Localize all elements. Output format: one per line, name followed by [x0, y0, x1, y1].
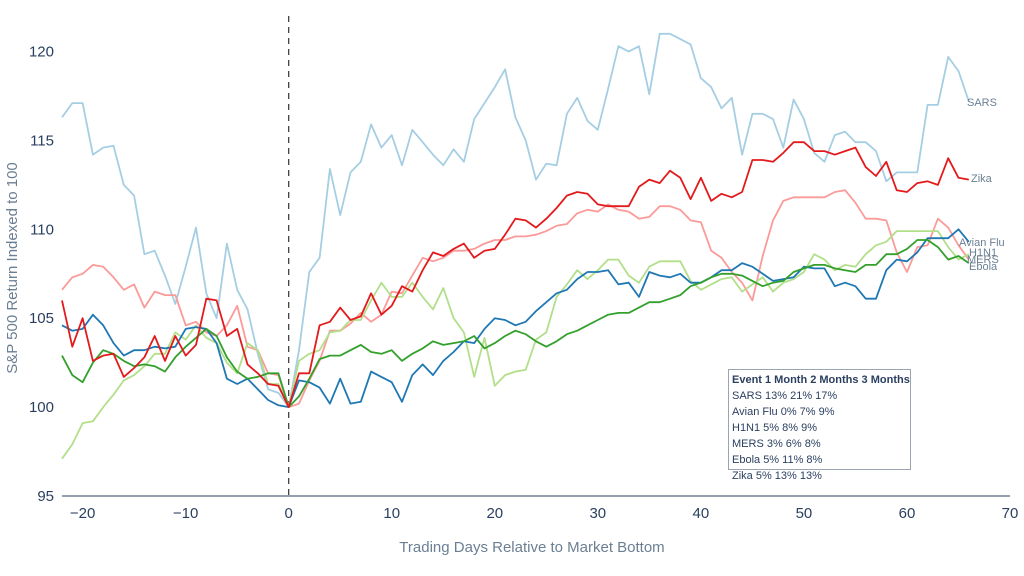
- series-line-sars: [61, 32, 970, 409]
- series-line-zika: [61, 141, 969, 409]
- series-end-label: Ebola: [969, 261, 998, 273]
- x-axis-title: Trading Days Relative to Market Bottom: [399, 539, 664, 556]
- x-tick-label: 40: [693, 505, 710, 522]
- x-tick-label: 20: [486, 505, 503, 522]
- series-end-label: MERS: [967, 254, 999, 266]
- series-end-label: H1N1: [969, 247, 997, 259]
- axes: −20 −10 0 10 20 30 40 50 60 70 95 100 105 110 115 120: [29, 16, 1018, 522]
- series-end-label: SARS: [967, 97, 997, 109]
- returns-table-header: Event 1 Month 2 Months 3 Months: [732, 374, 910, 386]
- series-line-mers: [61, 189, 970, 409]
- x-tick-label: −20: [70, 505, 95, 522]
- x-tick-label: 70: [1002, 505, 1019, 522]
- series-line-avian-flu: [61, 228, 970, 409]
- series-layer: [61, 32, 970, 460]
- y-tick-label: 105: [29, 310, 54, 327]
- returns-table-row: H1N1 5% 8% 9%: [732, 422, 817, 434]
- returns-table-row: MERS 3% 6% 8%: [732, 438, 821, 450]
- x-tick-label: 50: [796, 505, 813, 522]
- returns-table: Event 1 Month 2 Months 3 Months SARS 13%…: [728, 369, 911, 482]
- series-line-h1n1: [61, 230, 970, 460]
- returns-table-row: Avian Flu 0% 7% 9%: [732, 406, 835, 418]
- returns-table-row: Zika 5% 13% 13%: [732, 470, 822, 482]
- x-tick-label: 10: [383, 505, 400, 522]
- series-line-ebola: [61, 239, 970, 409]
- x-tick-label: 30: [589, 505, 606, 522]
- returns-table-row: Ebola 5% 11% 8%: [732, 454, 823, 466]
- returns-table-row: SARS 13% 21% 17%: [732, 390, 838, 402]
- y-tick-label: 120: [29, 44, 54, 61]
- series-end-label: Zika: [971, 173, 993, 185]
- x-tick-label: 60: [899, 505, 916, 522]
- x-tick-label: 0: [285, 505, 293, 522]
- x-tick-label: −10: [173, 505, 198, 522]
- y-tick-label: 110: [30, 221, 54, 238]
- series-end-label: Avian Flu: [959, 237, 1005, 249]
- y-tick-label: 95: [37, 488, 54, 505]
- y-tick-label: 115: [30, 132, 54, 149]
- y-tick-label: 100: [29, 399, 54, 416]
- y-axis-title: S&P 500 Return Indexed to 100: [4, 162, 21, 374]
